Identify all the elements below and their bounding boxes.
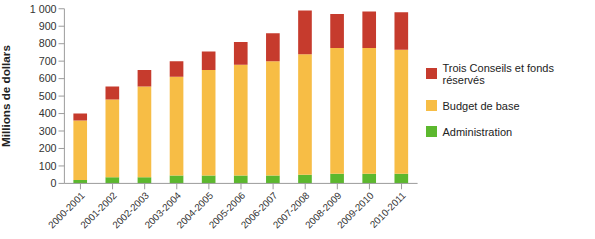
svg-text:2007-2008: 2007-2008 [270, 189, 312, 231]
svg-text:2001-2002: 2001-2002 [78, 189, 119, 231]
svg-text:600: 600 [39, 72, 57, 84]
svg-text:700: 700 [39, 55, 57, 67]
svg-text:2003-2004: 2003-2004 [142, 189, 184, 231]
svg-text:200: 200 [39, 142, 57, 154]
svg-text:300: 300 [39, 125, 57, 137]
svg-text:2010-2011: 2010-2011 [368, 190, 408, 230]
svg-text:2004-2005: 2004-2005 [174, 189, 216, 231]
html-text:Administration: Administration [442, 125, 513, 138]
svg-text:800: 800 [39, 37, 57, 49]
svg-text:Millions de dollars: Millions de dollars [8, 45, 12, 147]
svg-text:2005-2006: 2005-2006 [206, 189, 248, 231]
svg-text:2006-2007: 2006-2007 [238, 189, 280, 231]
svg-text:2009-2010: 2009-2010 [335, 189, 376, 231]
svg-text:400: 400 [39, 107, 57, 119]
svg-text:500: 500 [39, 90, 57, 102]
html-text:Budget de base: Budget de base [442, 99, 520, 112]
svg-text:2002-2003: 2002-2003 [110, 189, 151, 231]
svg-text:100: 100 [39, 160, 57, 172]
svg-text:2000-2001: 2000-2001 [46, 189, 87, 231]
svg-text:1 000: 1 000 [30, 3, 57, 15]
html-text:Trois Conseils et fonds réserv: Trois Conseils et fonds réservés [442, 61, 554, 86]
svg-text:0: 0 [51, 177, 57, 189]
svg-text:2008-2009: 2008-2009 [302, 189, 344, 231]
svg-text:900: 900 [39, 20, 57, 32]
